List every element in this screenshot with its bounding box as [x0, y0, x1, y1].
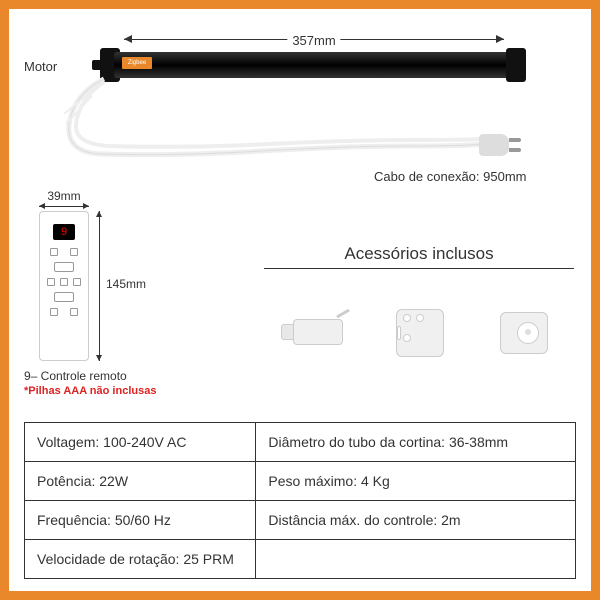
remote-warning: *Pilhas AAA não inclusas [24, 385, 156, 397]
accessory-endcap [485, 294, 560, 369]
remote-button [70, 308, 78, 316]
remote-button [70, 248, 78, 256]
table-row: Frequência: 50/60 Hz Distância máx. do c… [25, 501, 576, 540]
cable-length-label: Cabo de conexão: 950mm [374, 169, 526, 184]
remote-button [73, 278, 81, 286]
remote-button [47, 278, 55, 286]
remote-height-dimension [99, 211, 100, 361]
remote-button-up [54, 262, 74, 272]
motor-width-value: 357mm [287, 33, 340, 48]
spec-cell: Peso máximo: 4 Kg [256, 462, 576, 501]
remote-button-down [54, 292, 74, 302]
remote-button [60, 278, 68, 286]
spec-cell: Voltagem: 100-240V AC [25, 423, 256, 462]
motor-label: Motor [24, 59, 57, 74]
motor-width-dimension: 357mm [124, 29, 504, 40]
remote-button [50, 248, 58, 256]
remote-caption: 9– Controle remoto [24, 369, 127, 383]
power-plug [479, 134, 524, 164]
table-row: Voltagem: 100-240V AC Diâmetro do tubo d… [25, 423, 576, 462]
accessories-section: Acessórios inclusos [264, 244, 574, 379]
table-row: Velocidade de rotação: 25 PRM [25, 540, 576, 579]
accessories-title: Acessórios inclusos [264, 244, 574, 269]
remote-width-value: 39mm [39, 189, 89, 203]
spec-cell: Diâmetro do tubo da cortina: 36-38mm [256, 423, 576, 462]
remote-height-value: 145mm [106, 277, 146, 291]
spec-table: Voltagem: 100-240V AC Diâmetro do tubo d… [24, 422, 576, 579]
remote-control: 9 [39, 211, 89, 361]
motor-section: Motor 357mm Zigbee Cabo de conexã [24, 24, 576, 194]
remote-display: 9 [53, 224, 75, 240]
product-infographic: Motor 357mm Zigbee Cabo de conexã [9, 9, 591, 591]
motor-brand-label: Zigbee [122, 57, 152, 69]
accessory-adapter [278, 294, 353, 369]
table-row: Potência: 22W Peso máximo: 4 Kg [25, 462, 576, 501]
spec-cell: Potência: 22W [25, 462, 256, 501]
spec-cell: Frequência: 50/60 Hz [25, 501, 256, 540]
accessory-bracket [381, 294, 456, 369]
spec-cell: Distância máx. do controle: 2m [256, 501, 576, 540]
accessories-items [264, 284, 574, 379]
remote-width-dimension: 39mm [39, 189, 89, 207]
remote-button [50, 308, 58, 316]
spec-cell: Velocidade de rotação: 25 PRM [25, 540, 256, 579]
spec-cell [256, 540, 576, 579]
